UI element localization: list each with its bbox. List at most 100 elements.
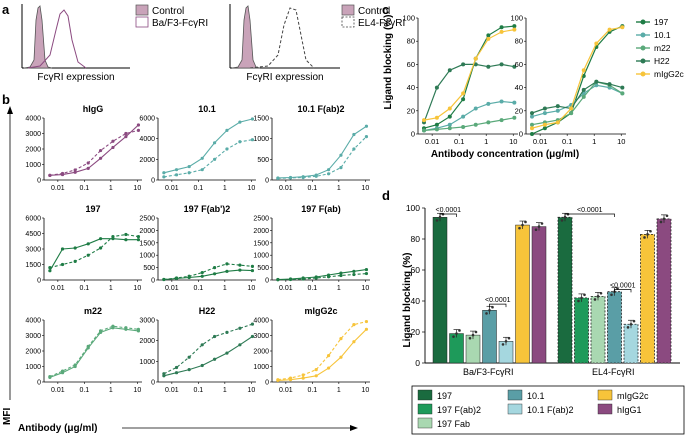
- b-point: [111, 145, 115, 150]
- b-x-tick-label: 0.1: [193, 387, 203, 394]
- b-point: [98, 329, 103, 333]
- b-x-tick-label: 1: [223, 285, 227, 292]
- c-point: [461, 62, 466, 67]
- c-point: [512, 27, 517, 32]
- b-point: [124, 238, 128, 242]
- b-x-tick-label: 1: [109, 387, 113, 394]
- b-point: [98, 156, 103, 160]
- b-chart-2: 10.1 F(ab)2 0 500 1000 1500 0.01 0.1 1 10: [253, 104, 370, 192]
- d-dot: [563, 216, 567, 219]
- b-point: [212, 272, 217, 276]
- c-legend-marker: [640, 45, 646, 51]
- d-bar-hIgG1: [531, 226, 547, 364]
- b-y-tick-label: 500: [257, 265, 269, 272]
- c-point: [473, 122, 478, 127]
- b-point: [98, 237, 103, 241]
- c-legend-label: 197: [654, 17, 668, 27]
- c-point: [607, 82, 612, 87]
- b-point: [364, 327, 369, 331]
- d-dot: [488, 309, 491, 312]
- b-point: [225, 269, 229, 273]
- c-point: [461, 97, 466, 102]
- d-dot: [665, 214, 669, 218]
- panel-b-label: b: [2, 92, 10, 107]
- panel-c-ylabel: Ligand blocking (%): [383, 15, 394, 110]
- c-series-m22: [531, 81, 623, 126]
- b-y-tick-label: 6000: [139, 116, 155, 123]
- c-point: [499, 99, 504, 104]
- d-y-tick-label: 60: [411, 265, 421, 275]
- d-dot: [537, 225, 541, 228]
- d-bar-hIgG1: [656, 218, 672, 364]
- b-x-tick-label: 0.1: [79, 387, 89, 394]
- b-point: [136, 235, 141, 239]
- b-y-tick-label: 2500: [139, 216, 155, 223]
- b-point: [339, 273, 343, 278]
- d-dot: [629, 322, 633, 326]
- a-left-legend-sample: Ba/F3-FcγRI: [152, 18, 208, 29]
- d-y-tick-label: 20: [411, 327, 421, 337]
- d-dot: [583, 293, 586, 297]
- b-series-baf3: [277, 125, 367, 179]
- b-point: [86, 166, 90, 170]
- b-y-tick-label: 2000: [139, 157, 155, 164]
- c-point: [486, 36, 491, 41]
- b-point: [124, 135, 128, 139]
- b-point: [288, 376, 293, 380]
- b-point: [136, 128, 141, 132]
- b-point: [162, 171, 166, 175]
- d-bar-10.1 F(ab)2: [623, 323, 639, 364]
- d-legend-swatch: [507, 389, 523, 401]
- c-point: [473, 106, 478, 111]
- b-y-tick-label: 0: [37, 178, 41, 185]
- d-bar-197 Fab: [465, 334, 481, 364]
- b-y-tick-label: 0: [37, 278, 41, 285]
- b-x-tick-label: 0.01: [51, 387, 65, 394]
- panel-b-yaxis-arrowhead: [7, 106, 13, 114]
- d-bar-10.1: [607, 291, 622, 364]
- b-point: [136, 327, 141, 331]
- b-x-tick-label: 0.01: [51, 285, 65, 292]
- b-point: [250, 268, 255, 273]
- d-bar-197: [557, 216, 573, 364]
- b-point: [86, 161, 90, 165]
- b-y-tick-label: 500: [143, 265, 155, 272]
- b-x-tick-label: 10: [361, 387, 369, 394]
- d-legend-label: 197 Fab: [437, 419, 470, 429]
- b-x-tick-label: 0.1: [307, 387, 317, 394]
- d-dot: [485, 312, 488, 315]
- b-x-tick-label: 0.1: [193, 285, 203, 292]
- b-x-tick-label: 10: [133, 185, 141, 192]
- c-point: [581, 94, 586, 99]
- c-y-tick-label: 100: [402, 14, 415, 23]
- b-series-baf3: [49, 327, 139, 378]
- b-point: [352, 147, 356, 151]
- b-point: [212, 141, 217, 145]
- b-point: [212, 334, 217, 339]
- b-point: [162, 277, 166, 282]
- d-dot: [580, 296, 583, 300]
- c-point: [447, 122, 452, 127]
- c-point: [434, 127, 439, 132]
- b-point: [187, 368, 191, 372]
- c-point: [461, 91, 466, 96]
- b-y-tick-label: 1000: [25, 364, 41, 371]
- d-dot: [593, 298, 597, 301]
- b-point: [86, 253, 90, 257]
- b-point: [200, 363, 204, 368]
- c-y-tick-label: 100: [510, 14, 523, 23]
- b-chart-3: 197 0 1500 3000 4500 6000 0.01 0.1 1 10: [25, 204, 142, 292]
- b-y-tick-label: 0: [265, 178, 269, 185]
- b-point: [124, 232, 128, 237]
- d-bar-10.1: [482, 310, 497, 364]
- b-point: [238, 120, 242, 124]
- c-point: [486, 64, 491, 69]
- d-dot: [626, 326, 630, 329]
- c-series-H22: [423, 63, 515, 123]
- b-x-tick-label: 0.1: [79, 185, 89, 192]
- d-bar-197 F(ab)2: [449, 333, 464, 364]
- b-point: [339, 166, 343, 170]
- b-point: [73, 246, 77, 250]
- b-point: [314, 368, 318, 372]
- c-point: [529, 132, 534, 136]
